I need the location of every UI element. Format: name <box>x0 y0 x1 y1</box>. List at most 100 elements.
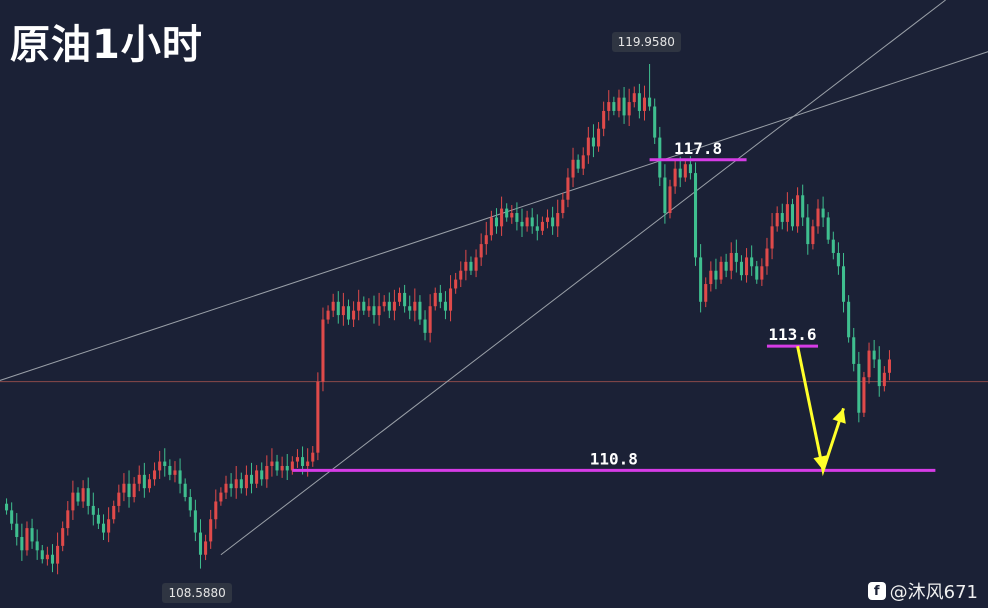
candle-body <box>290 461 294 471</box>
candle-body <box>66 510 70 529</box>
candle-body <box>173 470 177 475</box>
candle-body <box>50 554 55 564</box>
candle-body <box>301 457 305 466</box>
candle-body <box>198 532 203 555</box>
candle-body <box>249 474 254 484</box>
candle-body <box>556 213 560 227</box>
candle-body <box>607 102 611 111</box>
candle-body <box>520 221 524 227</box>
candle-body <box>484 235 488 245</box>
candle-body <box>699 257 703 302</box>
candle-body <box>122 483 126 493</box>
candle-body <box>188 497 192 511</box>
candle-body <box>571 159 575 178</box>
candle-body <box>178 470 182 484</box>
candle-body <box>581 155 585 169</box>
candle-body <box>35 541 39 551</box>
candle-body <box>545 217 550 222</box>
candle-body <box>826 217 830 240</box>
candle-body <box>163 461 167 466</box>
candle-body <box>816 208 820 227</box>
up-arrow-head <box>832 408 846 424</box>
level-label: 113.6 <box>768 325 816 344</box>
candle-body <box>413 301 417 311</box>
candle-body <box>505 208 509 218</box>
candle-body <box>622 97 626 116</box>
lower-trend-line <box>220 0 946 556</box>
candle-body <box>76 492 80 502</box>
upper-trend-line <box>0 51 988 381</box>
candle-body <box>500 208 504 227</box>
candle-body <box>627 102 631 116</box>
candle-body <box>724 261 728 271</box>
candle-body <box>352 310 356 320</box>
candle-body <box>234 479 238 489</box>
candle-body <box>377 306 381 316</box>
candle-body <box>96 514 100 524</box>
candle-body <box>311 452 315 462</box>
candle-body <box>602 110 606 129</box>
candle-body <box>438 292 442 302</box>
candle-body <box>321 319 325 382</box>
candle-body <box>433 292 437 307</box>
candle-body <box>867 350 871 378</box>
low-price-badge: 108.5880 <box>162 582 232 603</box>
candle-body <box>224 483 228 493</box>
candle-body <box>785 204 789 222</box>
candle-body <box>117 492 121 506</box>
candle-body <box>336 301 340 316</box>
candle-body <box>591 137 595 147</box>
candle-body <box>576 159 580 169</box>
candle-body <box>561 199 565 214</box>
candle-body <box>193 510 197 533</box>
candle-body <box>663 177 667 214</box>
candle-body <box>306 461 310 466</box>
candle-body <box>56 545 60 564</box>
candle-body <box>693 173 698 258</box>
candle-body <box>648 97 652 107</box>
candle-body <box>770 226 774 249</box>
candle-body <box>132 483 136 498</box>
candle-body <box>535 226 539 231</box>
candle-body <box>418 301 422 320</box>
candle-body <box>255 470 259 484</box>
candle-body <box>280 465 284 471</box>
candle-body <box>801 195 805 218</box>
candle-body <box>540 221 544 231</box>
candle-body <box>239 479 243 489</box>
candle-body <box>683 164 687 178</box>
candle-body <box>729 252 733 271</box>
candle-body <box>479 244 483 258</box>
candle-body <box>515 213 519 222</box>
candle-body <box>668 186 672 214</box>
candle-body <box>632 93 636 103</box>
candle-body <box>71 492 75 511</box>
candle-body <box>790 204 795 227</box>
candle-body <box>862 377 866 413</box>
candle-body <box>219 492 223 502</box>
candle-body <box>107 519 111 533</box>
candle-body <box>739 261 743 276</box>
candle-body <box>20 536 24 551</box>
projection-path <box>796 345 845 477</box>
level-label: 117.8 <box>674 139 722 158</box>
candle-body <box>367 306 371 311</box>
candle-body <box>780 213 784 222</box>
candle-body <box>81 488 85 502</box>
candle-body <box>153 470 157 480</box>
candle-body <box>709 270 713 285</box>
candle-body <box>403 292 407 307</box>
candle-body <box>326 310 330 320</box>
candle-body <box>408 306 412 311</box>
candle-body <box>168 465 172 475</box>
candle-body <box>617 97 621 111</box>
candle-body <box>91 505 95 515</box>
candle-body <box>397 292 402 302</box>
candle-body <box>40 550 44 560</box>
candle-body <box>653 106 657 138</box>
candle-body <box>137 474 141 484</box>
candle-body <box>673 168 677 187</box>
candle-body <box>331 301 335 311</box>
watermark-text: @沐风671 <box>889 582 978 603</box>
candle-body <box>147 479 151 489</box>
